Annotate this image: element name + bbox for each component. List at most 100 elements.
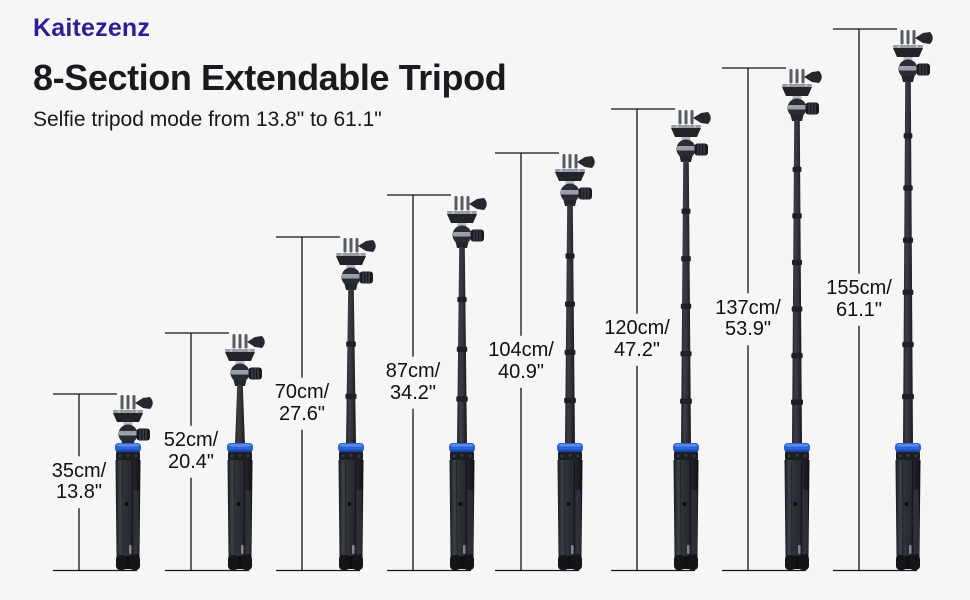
height-label-inch: 61.1" bbox=[835, 298, 883, 321]
telescoping-pole bbox=[903, 81, 913, 446]
telescoping-pole bbox=[565, 205, 575, 446]
thumbscrew-icon bbox=[135, 397, 153, 409]
height-label-cm: 155cm/ bbox=[826, 277, 892, 300]
height-label-inch: 13.8" bbox=[55, 481, 103, 504]
height-label-1: 35cm/13.8" bbox=[19, 459, 139, 504]
thumbscrew-icon bbox=[358, 240, 376, 252]
height-label-2: 52cm/20.4" bbox=[131, 430, 251, 473]
tripod-figure-5 bbox=[495, 152, 595, 572]
height-label-7: 137cm/53.9" bbox=[688, 296, 808, 341]
height-label-5: 104cm/40.9" bbox=[461, 340, 581, 383]
ball-head bbox=[676, 139, 708, 162]
ball-head bbox=[452, 225, 484, 248]
rubber-foot bbox=[785, 555, 796, 570]
gopro-mount-icon bbox=[678, 110, 711, 125]
height-label-8: 155cm/61.1" bbox=[799, 278, 919, 321]
thumbscrew-icon bbox=[804, 71, 822, 83]
ball-head bbox=[230, 363, 262, 386]
ball-head bbox=[898, 59, 930, 82]
height-label-cm: 52cm/ bbox=[163, 429, 219, 452]
folded-legs bbox=[449, 460, 475, 570]
height-label-6: 120cm/47.2" bbox=[577, 318, 697, 361]
height-label-cm: 35cm/ bbox=[51, 459, 107, 482]
height-label-3: 70cm/27.6" bbox=[242, 382, 362, 425]
telescoping-pole bbox=[235, 385, 245, 446]
height-label-inch: 27.6" bbox=[278, 402, 326, 425]
gopro-mount-icon bbox=[454, 196, 487, 211]
rubber-foot bbox=[674, 555, 685, 570]
height-label-inch: 47.2" bbox=[613, 338, 661, 361]
rubber-foot bbox=[352, 555, 363, 570]
height-label-4: 87cm/34.2" bbox=[353, 361, 473, 404]
page-subtitle: Selfie tripod mode from 13.8" to 61.1" bbox=[33, 108, 382, 131]
folded-legs bbox=[227, 460, 253, 570]
gopro-mount-icon bbox=[789, 69, 822, 84]
telescoping-pole bbox=[792, 120, 802, 446]
tripod-figure-8 bbox=[833, 28, 933, 572]
gopro-mount-icon bbox=[343, 238, 376, 253]
rubber-foot bbox=[798, 555, 809, 570]
rubber-foot bbox=[116, 555, 127, 570]
folded-legs bbox=[673, 460, 699, 570]
blue-collar bbox=[673, 443, 699, 452]
folded-legs bbox=[784, 460, 810, 570]
height-label-inch: 34.2" bbox=[389, 381, 437, 404]
height-label-cm: 137cm/ bbox=[715, 296, 781, 319]
rubber-foot bbox=[558, 555, 569, 570]
gopro-mount-icon bbox=[232, 334, 265, 349]
height-label-inch: 20.4" bbox=[167, 450, 215, 473]
dimension-lines bbox=[53, 393, 137, 572]
blue-collar bbox=[449, 443, 475, 452]
rubber-foot bbox=[571, 555, 582, 570]
tripod-figure-1 bbox=[53, 393, 153, 572]
height-label-inch: 40.9" bbox=[497, 360, 545, 383]
header: Kaitezenz 8-Section Extendable Tripod Se… bbox=[33, 14, 507, 132]
thumbscrew-icon bbox=[469, 198, 487, 210]
dimension-lines bbox=[165, 332, 249, 572]
gopro-mount-icon bbox=[900, 30, 933, 45]
tripod-figure-3 bbox=[276, 236, 376, 572]
rubber-foot bbox=[241, 555, 252, 570]
dimension-lines bbox=[276, 236, 360, 572]
height-label-cm: 70cm/ bbox=[274, 381, 330, 404]
tripod-figure-2 bbox=[165, 332, 265, 572]
rubber-foot bbox=[228, 555, 239, 570]
height-label-cm: 104cm/ bbox=[488, 339, 554, 362]
thumbscrew-icon bbox=[247, 336, 265, 348]
dimension-lines bbox=[833, 28, 917, 572]
blue-collar bbox=[227, 443, 253, 452]
folded-legs bbox=[115, 460, 141, 570]
tripod-figure-4 bbox=[387, 194, 487, 572]
page-title: 8-Section Extendable Tripod bbox=[33, 57, 507, 98]
blue-collar bbox=[338, 443, 364, 452]
thumbscrew-icon bbox=[577, 156, 595, 168]
height-label-inch: 53.9" bbox=[724, 318, 772, 341]
blue-collar bbox=[115, 443, 141, 452]
thumbscrew-icon bbox=[915, 32, 933, 44]
folded-legs bbox=[338, 460, 364, 570]
brand-logo-text: Kaitezenz bbox=[33, 14, 151, 42]
blue-collar bbox=[557, 443, 583, 452]
rubber-foot bbox=[896, 555, 907, 570]
blue-collar bbox=[784, 443, 810, 452]
dimension-lines bbox=[611, 108, 695, 572]
rubber-foot bbox=[339, 555, 350, 570]
height-label-cm: 87cm/ bbox=[385, 360, 441, 383]
dimension-lines bbox=[495, 152, 579, 572]
rubber-foot bbox=[909, 555, 920, 570]
gopro-mount-icon bbox=[120, 395, 153, 410]
folded-legs bbox=[895, 460, 921, 570]
rubber-foot bbox=[687, 555, 698, 570]
blue-collar bbox=[895, 443, 921, 452]
folded-legs bbox=[557, 460, 583, 570]
ball-head bbox=[341, 267, 373, 290]
tripod-figure-7 bbox=[722, 67, 822, 572]
gopro-mount-icon bbox=[562, 154, 595, 169]
ball-head bbox=[787, 98, 819, 121]
thumbscrew-icon bbox=[693, 112, 711, 124]
dimension-lines bbox=[722, 67, 806, 572]
height-label-cm: 120cm/ bbox=[604, 317, 670, 340]
ball-head bbox=[560, 183, 592, 206]
